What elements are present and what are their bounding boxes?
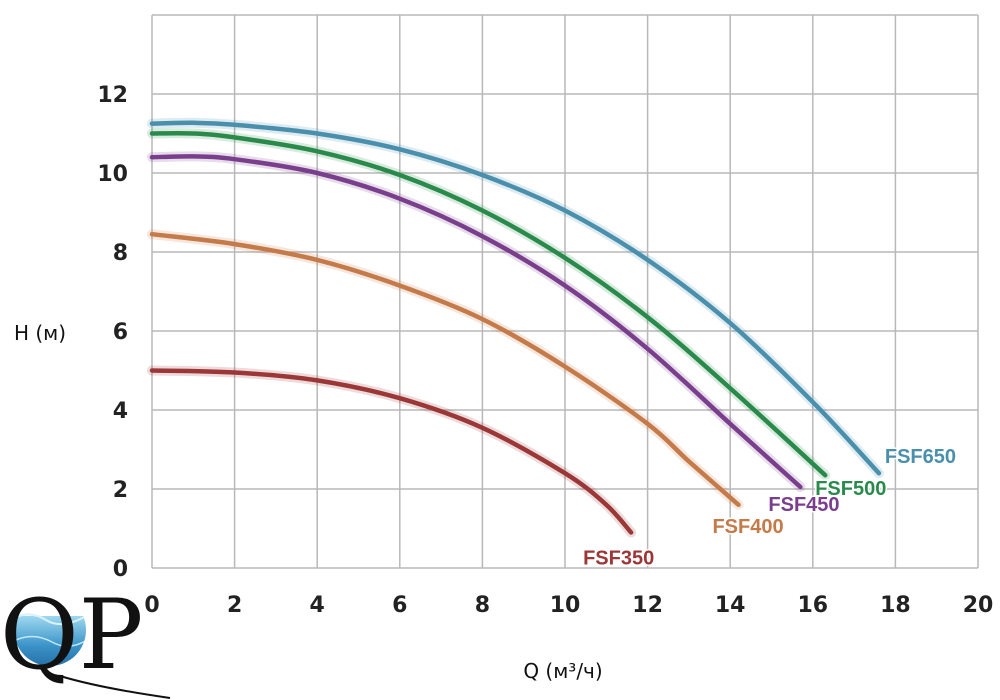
series-line-fsf450 [149, 154, 803, 490]
series-line-fsf650 [149, 120, 882, 476]
x-tick-label: 8 [475, 593, 490, 618]
series-label-fsf400: FSF400 [712, 516, 783, 538]
qp-logo: QP [0, 579, 171, 699]
y-tick-label: 8 [113, 241, 128, 266]
logo-text: QP [0, 579, 143, 691]
grid [151, 14, 979, 569]
x-axis-label: Q (м³/ч) [523, 659, 602, 683]
x-tick-label: 12 [632, 593, 663, 618]
x-tick-label: 4 [310, 593, 325, 618]
series-line-fsf400 [149, 231, 741, 508]
logo-swash [59, 675, 171, 699]
series-label-fsf450: FSF450 [768, 494, 839, 516]
x-tick-label: 20 [963, 593, 994, 618]
y-tick-label: 0 [113, 557, 128, 582]
ticks-layer: 0 2 4 6 8 10 12 14 16 18 20 0 2 4 6 8 10 12 [97, 83, 993, 618]
series-line-fsf350 [149, 368, 634, 535]
series-label-fsf650: FSF650 [885, 446, 956, 468]
x-tick-label: 18 [880, 593, 911, 618]
series-label-fsf500: FSF500 [815, 478, 886, 500]
x-tick-label: 10 [550, 593, 581, 618]
y-tick-label: 10 [97, 162, 128, 187]
x-tick-label: 2 [227, 593, 242, 618]
y-tick-label: 6 [113, 320, 128, 345]
x-tick-label: 0 [144, 593, 159, 618]
series-layer [147, 117, 884, 538]
x-tick-label: 6 [392, 593, 407, 618]
series-label-fsf350: FSF350 [583, 547, 654, 569]
x-tick-label: 16 [797, 593, 828, 618]
y-tick-label: 12 [97, 83, 128, 108]
y-axis-label: H (м) [14, 321, 66, 345]
y-tick-label: 4 [113, 399, 128, 424]
y-tick-label: 2 [113, 478, 128, 503]
series-line-fsf500 [149, 130, 828, 478]
x-tick-label: 14 [715, 593, 746, 618]
